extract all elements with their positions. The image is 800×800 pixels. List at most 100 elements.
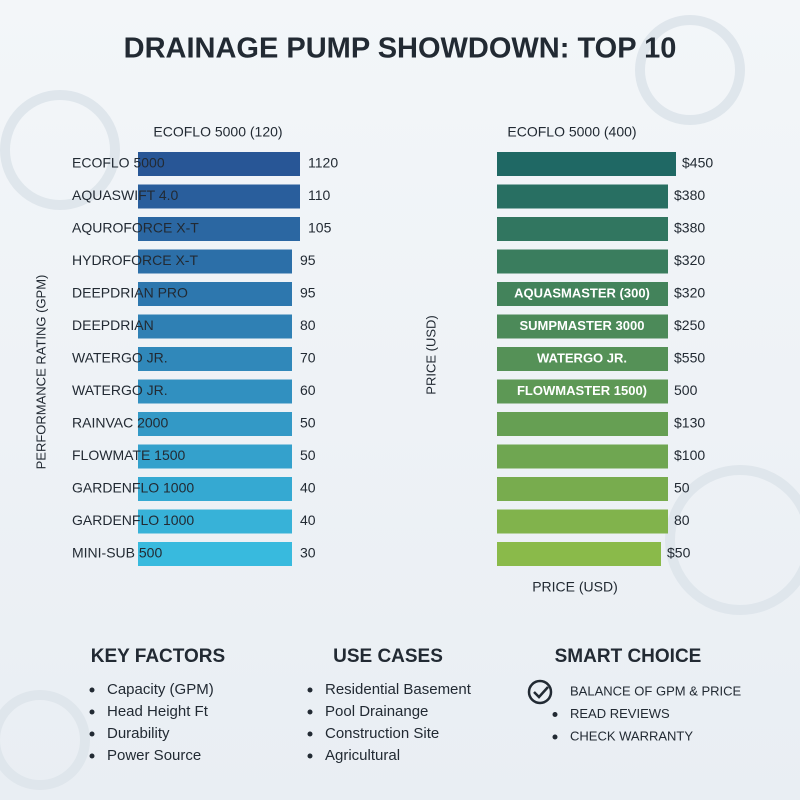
- background-gears: [0, 15, 800, 790]
- perf-value: 50: [300, 415, 316, 431]
- perf-value: 70: [300, 350, 316, 366]
- perf-label: MINI-SUB 500: [72, 545, 162, 561]
- perf-label: WATERGO JR.: [72, 382, 168, 398]
- section-item: Pool Drainange: [325, 703, 428, 720]
- price-axis-label: PRICE (USD): [423, 315, 438, 394]
- price-bar: [497, 477, 668, 501]
- price-value: $380: [674, 187, 705, 203]
- perf-header: ECOFLO 5000 (120): [153, 124, 282, 140]
- section-item: Power Source: [107, 747, 201, 764]
- perf-bar: [138, 412, 292, 436]
- price-bar: [497, 347, 668, 371]
- perf-label: RAINVAC 2000: [72, 415, 168, 431]
- perf-value: 105: [308, 220, 332, 236]
- price-bar: [497, 217, 668, 241]
- perf-value: 110: [308, 187, 331, 203]
- bullet: [89, 709, 95, 715]
- section-item: Construction Site: [325, 725, 439, 742]
- price-bar: [497, 152, 676, 176]
- check-icon: [527, 679, 553, 705]
- perf-bar: [138, 184, 300, 209]
- section-item: READ REVIEWS: [570, 706, 670, 721]
- section-item: Head Height Ft: [107, 703, 209, 720]
- section-item: Capacity (GPM): [107, 681, 214, 698]
- price-x-label: PRICE (USD): [532, 579, 618, 595]
- price-value: $380: [674, 220, 705, 236]
- perf-bar: [138, 314, 292, 339]
- price-value: 50: [674, 480, 690, 496]
- section-item: Agricultural: [325, 747, 400, 764]
- price-bar: [497, 249, 668, 274]
- title: DRAINAGE PUMP SHOWDOWN: TOP 10: [124, 33, 677, 65]
- perf-bar: [138, 152, 300, 176]
- perf-value: 95: [300, 285, 316, 301]
- perf-bar: [138, 542, 292, 566]
- price-value: $550: [674, 350, 705, 366]
- perf-value: 95: [300, 252, 316, 268]
- perf-value: 80: [300, 317, 316, 333]
- perf-value: 60: [300, 382, 316, 398]
- bullet: [307, 687, 313, 693]
- price-bar: [497, 282, 668, 306]
- perf-bar: [138, 282, 292, 306]
- price-bar: [497, 509, 668, 534]
- section-title: KEY FACTORS: [91, 646, 225, 667]
- price-value: $130: [674, 415, 705, 431]
- price-bar: [497, 444, 668, 469]
- price-bar: [497, 379, 668, 404]
- section-title: SMART CHOICE: [555, 646, 702, 667]
- perf-value: 40: [300, 480, 316, 496]
- perf-label: DEEPDRIAN PRO: [72, 285, 188, 301]
- price-bar-label: FLOWMASTER 1500): [517, 383, 647, 398]
- perf-label: AQUASWIFT 4.0: [72, 187, 179, 203]
- section-title: USE CASES: [333, 646, 443, 667]
- price-bar: [497, 184, 668, 209]
- bullet: [89, 753, 95, 759]
- price-value: $320: [674, 252, 705, 268]
- price-value: 500: [674, 382, 698, 398]
- perf-label: ECOFLO 5000: [72, 155, 165, 171]
- perf-label: DEEPDRIAN: [72, 317, 154, 333]
- bullet: [552, 712, 558, 717]
- price-bar-label: AQUASMASTER (300): [514, 285, 650, 300]
- price-bar: [497, 412, 668, 436]
- price-header: ECOFLO 5000 (400): [507, 124, 636, 140]
- bullet: [307, 731, 313, 737]
- perf-label: GARDENFLO 1000: [72, 512, 194, 528]
- bullet: [307, 709, 313, 715]
- section-item: CHECK WARRANTY: [570, 728, 693, 743]
- perf-value: 1120: [308, 155, 338, 171]
- price-value: $450: [682, 155, 713, 171]
- perf-bar: [138, 217, 300, 241]
- perf-label: FLOWMATE 1500: [72, 447, 186, 463]
- section-item: Residential Basement: [325, 681, 472, 698]
- perf-value: 40: [300, 512, 316, 528]
- perf-axis-label: PERFORMANCE RATING (GPM): [33, 275, 48, 470]
- perf-label: AQUROFORCE X-T: [72, 220, 199, 236]
- perf-label: WATERGO JR.: [72, 350, 168, 366]
- bullet: [552, 734, 558, 740]
- section-item: Durability: [107, 725, 170, 742]
- price-value: $250: [674, 317, 705, 333]
- perf-bar: [138, 249, 292, 274]
- perf-bar: [138, 509, 292, 534]
- price-bar-label: WATERGO JR.: [537, 350, 627, 365]
- bullet: [89, 687, 95, 693]
- perf-bar: [138, 379, 292, 404]
- perf-label: GARDENFLO 1000: [72, 480, 194, 496]
- section-item: BALANCE OF GPM & PRICE: [570, 683, 742, 698]
- perf-value: 30: [300, 545, 316, 561]
- bullet: [307, 753, 313, 759]
- price-value: $50: [667, 545, 691, 561]
- price-value: 80: [674, 512, 690, 528]
- price-bar: [497, 314, 668, 339]
- perf-label: HYDROFORCE X-T: [72, 252, 198, 268]
- perf-value: 50: [300, 447, 316, 463]
- bullet: [89, 731, 95, 737]
- price-bar: [497, 542, 661, 566]
- price-bar-label: SUMPMASTER 3000: [520, 318, 645, 333]
- perf-bar: [138, 477, 292, 501]
- perf-bar: [138, 444, 292, 469]
- price-value: $320: [674, 285, 705, 301]
